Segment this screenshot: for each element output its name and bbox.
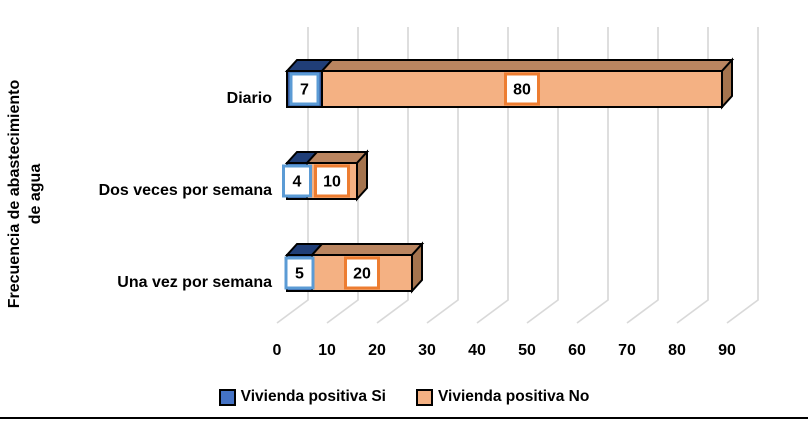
x-tick-label: 90: [718, 342, 736, 359]
gridline: [376, 27, 409, 324]
gridline: [476, 27, 509, 324]
data-label-box: [282, 164, 312, 198]
gridline: [726, 27, 759, 324]
gridline: [526, 27, 559, 324]
bottom-border-line: [0, 417, 808, 420]
data-label-box: [314, 164, 350, 198]
gridline: [626, 27, 659, 324]
data-label-box: [504, 72, 540, 106]
bar-top-face: [319, 59, 735, 72]
legend-item-no: Vivienda positiva No: [415, 388, 590, 406]
x-tick-label: 20: [368, 342, 386, 359]
x-tick-label: 70: [618, 342, 636, 359]
gridline: [576, 27, 609, 324]
legend-swatch-si-icon: [218, 388, 236, 406]
legend: Vivienda positiva Si Vivienda positiva N…: [0, 385, 808, 409]
legend-swatch-no-icon: [415, 388, 433, 406]
data-label-box: [289, 72, 320, 106]
data-label: 80: [513, 82, 531, 99]
data-label: 5: [295, 266, 304, 283]
category-label: Dos veces por semana: [99, 182, 273, 199]
data-label: 20: [353, 266, 371, 283]
legend-label-no: Vivienda positiva No: [437, 388, 590, 405]
category-label: Una vez por semana: [117, 274, 272, 291]
x-tick-label: 60: [568, 342, 586, 359]
data-label-box: [284, 256, 315, 290]
x-tick-label: 50: [518, 342, 536, 359]
x-tick-label: 80: [668, 342, 686, 359]
data-label: 10: [323, 174, 341, 191]
legend-label-si: Vivienda positiva Si: [240, 388, 386, 405]
data-label-box: [344, 256, 380, 290]
x-tick-label: 0: [273, 342, 282, 359]
bar-top-face: [309, 243, 425, 256]
x-tick-label: 30: [418, 342, 436, 359]
data-label: 4: [293, 174, 302, 191]
gridline: [676, 27, 709, 324]
x-tick-label: 10: [318, 342, 336, 359]
x-tick-label: 40: [468, 342, 486, 359]
legend-item-si: Vivienda positiva Si: [218, 388, 386, 406]
data-label: 7: [300, 82, 309, 99]
gridline: [276, 27, 309, 324]
gridline: [426, 27, 459, 324]
category-label: Diario: [227, 90, 273, 107]
gridline: [326, 27, 359, 324]
